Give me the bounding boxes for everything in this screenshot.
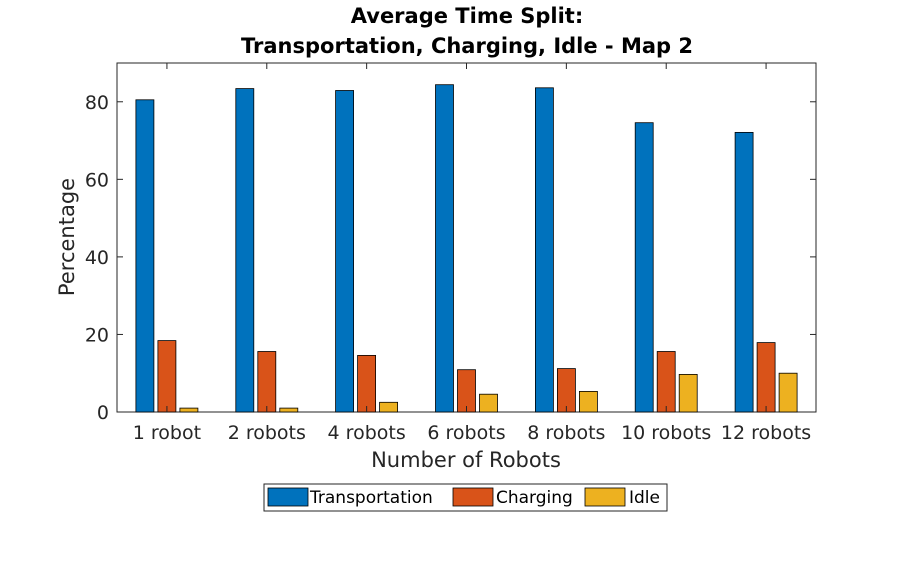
bar-idle-3 [379, 401, 399, 413]
x-tick-label-7: 12 robots [721, 422, 811, 444]
x-tick-label-4: 6 robots [427, 422, 505, 444]
bar-transportation-4 [435, 84, 454, 413]
bar-idle-6 [678, 373, 698, 413]
y-tick-label-80: 80 [85, 92, 109, 114]
legend-swatch-charging [452, 487, 494, 507]
bar-idle-7 [778, 372, 798, 413]
legend-label-idle: Idle [629, 488, 660, 508]
bar-idle-1 [179, 407, 199, 413]
x-axis: 1 robot 2 robots 4 robots 6 robots 8 robots 1… [133, 63, 811, 444]
bar-charging-4 [457, 369, 476, 413]
bar-transportation-3 [335, 90, 355, 413]
bar-charging-3 [357, 354, 377, 413]
bar-idle-2 [279, 407, 299, 413]
bars-group [135, 84, 798, 413]
y-tick-label-60: 60 [85, 169, 109, 191]
x-tick-label-6: 10 robots [621, 422, 711, 444]
y-axis: 0 20 40 60 80 [85, 92, 816, 424]
legend-swatch-transportation [267, 487, 309, 507]
legend: Transportation Charging Idle [263, 483, 668, 512]
legend-swatch-idle [584, 487, 626, 507]
bar-idle-4 [479, 393, 498, 413]
bar-charging-7 [756, 342, 776, 413]
bar-charging-1 [157, 340, 177, 413]
chart-title-line-2: Transportation, Charging, Idle - Map 2 [241, 34, 693, 58]
y-tick-label-40: 40 [85, 247, 109, 269]
y-tick-label-20: 20 [85, 324, 109, 346]
bar-transportation-6 [634, 122, 654, 413]
bar-charging-6 [656, 351, 676, 413]
x-tick-label-5: 8 robots [527, 422, 605, 444]
bar-transportation-7 [734, 131, 754, 413]
x-axis-label: Number of Robots [371, 448, 561, 472]
bar-charging-5 [557, 368, 576, 413]
bar-transportation-5 [535, 87, 554, 413]
x-tick-label-2: 2 robots [228, 422, 306, 444]
bar-transportation-2 [235, 88, 255, 413]
bar-idle-5 [579, 390, 598, 413]
y-axis-label: Percentage [55, 178, 79, 296]
bar-transportation-1 [135, 99, 155, 413]
bar-charging-2 [257, 351, 277, 413]
legend-label-charging: Charging [496, 488, 573, 508]
legend-label-transportation: Transportation [309, 488, 433, 508]
x-tick-label-3: 4 robots [328, 422, 406, 444]
x-tick-label-1: 1 robot [133, 422, 201, 444]
chart-title-line-1: Average Time Split: [351, 4, 584, 28]
plot-area [116, 62, 817, 413]
y-tick-label-0: 0 [97, 402, 109, 424]
